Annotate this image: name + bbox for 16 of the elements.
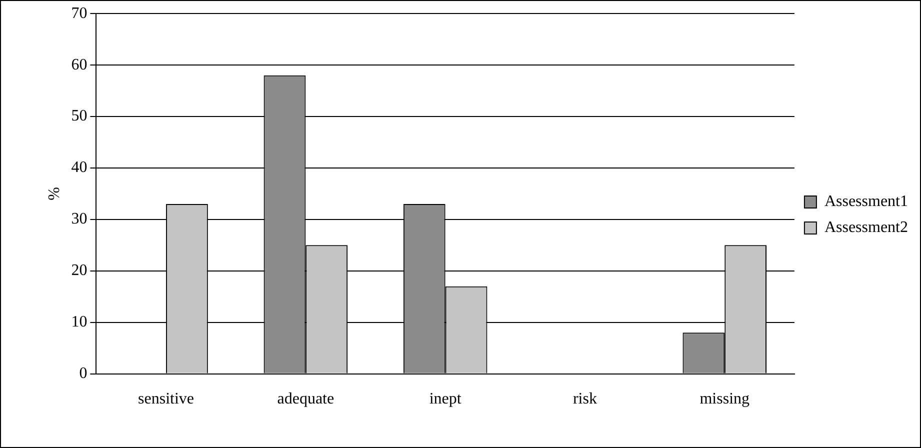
y-tick-label: 50 (71, 108, 88, 125)
x-tick-label: missing (700, 390, 750, 408)
y-tick-label: 10 (71, 314, 88, 331)
x-tick-label: risk (572, 390, 597, 408)
x-tick-label: sensitive (138, 390, 194, 408)
y-tick-label: 20 (71, 262, 88, 280)
y-tick-label: 40 (71, 159, 88, 176)
y-tick-label: 70 (71, 4, 88, 22)
legend-label: Assessment2 (824, 219, 908, 236)
legend-label: Assessment1 (824, 193, 908, 210)
y-tick-label: 60 (71, 56, 88, 74)
x-tick-label: adequate (277, 390, 334, 408)
x-tick-label: inept (429, 390, 462, 408)
y-axis-title: % (46, 187, 63, 200)
y-tick-label: 30 (71, 210, 88, 228)
y-tick-label: 0 (79, 365, 88, 382)
